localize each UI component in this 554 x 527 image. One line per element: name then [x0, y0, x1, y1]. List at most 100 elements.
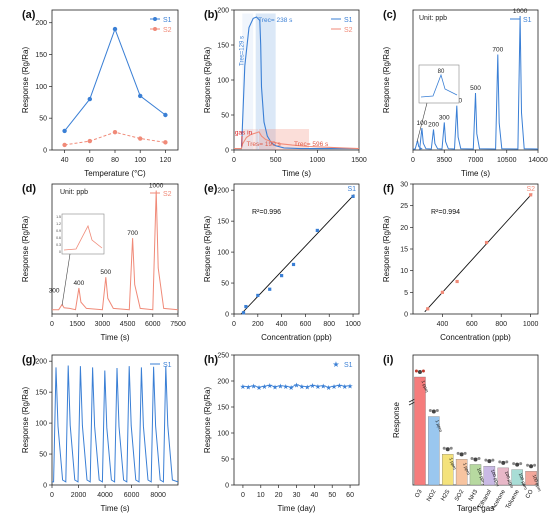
- bar-Toluene: [511, 469, 523, 486]
- peak-label: 300: [49, 287, 60, 294]
- r-squared-label: R²=0.994: [431, 209, 460, 216]
- data-point-S2: [163, 140, 168, 145]
- data-point-S1: [163, 112, 168, 118]
- y-tick-label: 200: [217, 379, 229, 386]
- series-line-S1: [64, 27, 166, 132]
- data-point-S2: [440, 290, 445, 294]
- y-tick-label: 250: [217, 353, 229, 360]
- y-tick-label: 0: [43, 483, 47, 490]
- peak-label: 1000: [149, 183, 164, 190]
- x-tick-label: 6000: [145, 321, 161, 328]
- x-tick-label: 60: [346, 492, 354, 499]
- y-tick-label: 30: [400, 182, 408, 189]
- data-point-S2: [426, 307, 430, 311]
- molecule-icon: [431, 409, 436, 414]
- x-tick-label: H2S: [440, 489, 451, 502]
- unit-label: Unit: ppb: [60, 189, 88, 196]
- peak-label: 700: [127, 230, 138, 237]
- bar-concentration-label: 100 ppm: [532, 474, 543, 492]
- data-point-S1: [138, 93, 143, 99]
- bar-concentration-label: 1 ppm: [421, 380, 430, 394]
- panel-h: (h) Time (day) Response (Rg/Ra) 0 10 20 30 40 50…: [203, 353, 360, 513]
- x-tick-label: 1000: [523, 321, 539, 328]
- x-tick-label: 3000: [95, 321, 111, 328]
- x-tick-label: 6000: [124, 492, 140, 499]
- data-point-S1: ★: [251, 383, 257, 391]
- y-axis-label: Response (Rg/Ra): [21, 47, 30, 114]
- peak-label: 200: [428, 121, 439, 128]
- y-tick-label: 0: [225, 483, 229, 490]
- peak-label: 700: [492, 46, 503, 53]
- bar-O3: [414, 376, 426, 486]
- panel-label: (f): [383, 183, 394, 195]
- molecule-icon: [470, 456, 474, 460]
- panel-label: (i): [383, 354, 394, 366]
- data-point-S1: [112, 26, 118, 32]
- response-band-s1: [242, 13, 254, 150]
- plot-frame: [51, 183, 179, 315]
- inset-tick-label: 0: [59, 250, 61, 254]
- y-tick-label: 100: [35, 84, 47, 91]
- bar-concentration-label: 1 ppm: [448, 457, 457, 471]
- legend-label: S2: [163, 27, 172, 34]
- peak-label: 300: [439, 114, 450, 121]
- x-axis-label: Time (s): [461, 169, 490, 178]
- peak-label: 400: [73, 280, 84, 287]
- data-point-S1: [280, 274, 284, 278]
- x-tick-label: 0: [411, 157, 415, 164]
- x-axis-label: Time (s): [282, 169, 311, 178]
- annotation-trec-s2: Trec= 596 s: [294, 141, 329, 148]
- y-tick-label: 50: [221, 281, 229, 288]
- annotation-trec-s1: Trec= 238 s: [258, 17, 293, 24]
- molecule-icon: [445, 447, 450, 452]
- molecule-icon: [501, 460, 506, 465]
- x-axis-label: Time (day): [278, 504, 316, 513]
- panel-f: (f) Concentration (ppb) Response (Rg/Ra) 40…: [382, 182, 539, 343]
- bar-Acetone: [497, 467, 509, 486]
- unit-label: Unit: ppb: [419, 15, 447, 22]
- panel-label: (a): [22, 9, 36, 21]
- data-point-S1: ★: [309, 382, 315, 390]
- data-point-S2: [484, 240, 489, 245]
- peak-label: 500: [470, 85, 481, 92]
- y-tick-label: 50: [221, 457, 229, 464]
- molecule-icon: [442, 446, 446, 450]
- molecule-icon: [417, 370, 422, 374]
- data-point-S2: [87, 138, 93, 144]
- annotation-gas-in: gas in: [235, 130, 253, 137]
- data-point-S1: ★: [347, 383, 353, 391]
- molecule-icon: [463, 451, 467, 455]
- legend-label: S1: [523, 17, 532, 24]
- x-axis-label: Temperature (°C): [84, 169, 146, 178]
- data-point-S1: ★: [320, 383, 326, 391]
- y-tick-label: 150: [217, 43, 229, 50]
- x-tick-label: 1000: [310, 157, 326, 164]
- data-point-S1: ★: [288, 384, 294, 392]
- recovery-band-s2: [259, 129, 309, 150]
- x-axis-label: Time (s): [100, 504, 129, 513]
- x-tick-label: 500: [270, 157, 282, 164]
- molecule-icon: [533, 463, 537, 467]
- data-point-S1: ★: [256, 384, 262, 392]
- bar-concentration-label: 100 ppm: [490, 469, 501, 487]
- panel-e: (e) Concentration (ppb) Response (Rg/Ra) 0 2…: [203, 183, 361, 342]
- response-band-s2: [242, 129, 259, 150]
- molecule-icon: [505, 460, 509, 464]
- x-tick-label: 40: [310, 492, 318, 499]
- molecule-icon: [456, 451, 460, 455]
- data-point-S2: [62, 142, 67, 148]
- x-tick-label: 800: [323, 321, 335, 328]
- y-axis-label: Response (Rg/Ra): [382, 216, 391, 283]
- x-axis-label: Concentration (ppb): [440, 333, 511, 342]
- data-point-S1: [256, 293, 260, 298]
- x-tick-label: 200: [252, 321, 264, 328]
- x-tick-label: 800: [495, 321, 507, 328]
- y-tick-label: 20: [400, 225, 408, 232]
- data-point-S1: [315, 228, 319, 233]
- y-tick-label: 100: [217, 431, 229, 438]
- molecule-icon: [428, 409, 432, 413]
- y-tick-label: 10: [400, 268, 408, 275]
- bar-concentration-label: 100 ppm: [504, 471, 515, 489]
- x-tick-label: O3: [414, 488, 424, 499]
